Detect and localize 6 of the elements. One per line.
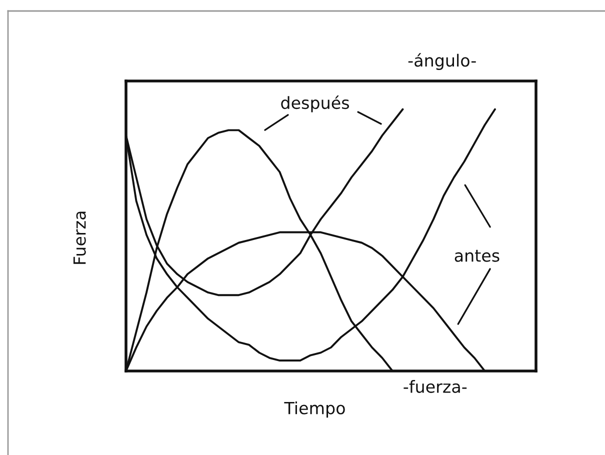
x-axis-title: Tiempo [284,401,345,418]
y-axis-title: Fuerza [73,212,86,264]
text: -fuerza- [404,380,467,393]
text: -ángulo- [408,53,476,70]
annotation: antes [454,250,500,262]
annotation: después [281,96,349,112]
